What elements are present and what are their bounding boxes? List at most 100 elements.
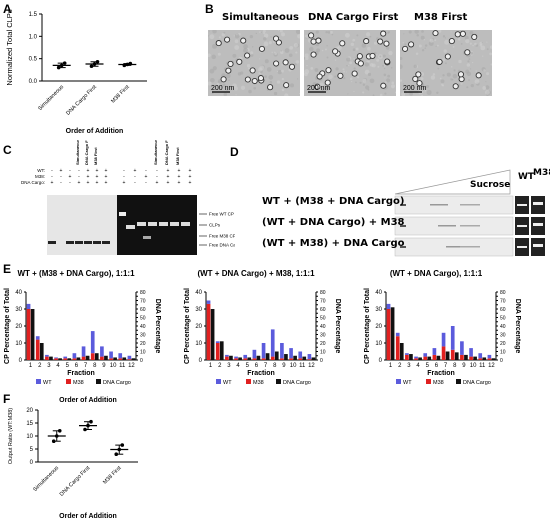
background-noise: [369, 78, 375, 84]
background-noise: [353, 67, 356, 70]
background-noise: [346, 57, 351, 62]
capsid-particle: [377, 38, 384, 45]
y2-tick-label: 10: [140, 350, 146, 356]
background-noise: [366, 60, 369, 63]
capsid-particle: [452, 83, 459, 90]
gradient-band: [438, 225, 456, 227]
gradient-row-label: (WT + DNA Cargo) + M38: [262, 217, 405, 228]
background-noise: [324, 48, 327, 51]
capsid-particle: [380, 30, 387, 37]
sign: -: [156, 174, 158, 180]
bar-dna-cargo: [464, 354, 468, 360]
background-noise: [248, 89, 252, 94]
background-noise: [208, 81, 212, 86]
background-noise: [352, 38, 356, 42]
capsid-particle: [332, 48, 339, 55]
capsid-particle: [356, 53, 363, 60]
legend-label: WT: [403, 380, 412, 386]
y-tick-label: 20: [375, 324, 382, 330]
y-tick-label: 0.0: [29, 79, 38, 85]
background-noise: [387, 74, 391, 78]
capsid-particle: [459, 30, 466, 37]
gradient-band: [400, 204, 406, 206]
background-noise: [345, 71, 347, 73]
x-tick-label: 12: [128, 363, 135, 369]
data-point: [89, 64, 94, 69]
lane-label: M38 First: [175, 147, 180, 165]
sign: +: [189, 180, 192, 186]
background-noise: [289, 46, 294, 50]
y-tick-label: 10: [26, 434, 33, 440]
bar-m38: [395, 336, 400, 360]
wt-lane-label: WT: [518, 172, 535, 182]
background-noise: [232, 53, 237, 58]
legend-swatch: [426, 379, 431, 384]
bar-m38: [72, 358, 77, 360]
background-noise: [210, 77, 215, 83]
em-title-simultaneous: Simultaneous: [222, 12, 299, 23]
bar-m38: [487, 358, 492, 360]
y-tick-label: 40: [195, 290, 202, 296]
x-tick-label: 12: [488, 363, 495, 369]
bar-dna-cargo: [67, 358, 72, 360]
background-noise: [408, 30, 412, 34]
background-noise: [379, 93, 383, 96]
y-axis-title: CP Percentage of Total: [4, 288, 11, 364]
background-noise: [383, 58, 386, 60]
capsid-particle: [249, 67, 256, 74]
bar-dna-cargo: [284, 354, 288, 360]
sign: +: [134, 168, 137, 174]
gel-band: [126, 225, 135, 229]
bar-dna-cargo: [491, 358, 496, 360]
x-tick-label: 8: [273, 363, 277, 369]
sign: -: [145, 180, 147, 186]
x-tick-label: 7: [264, 363, 268, 369]
capsid-particle: [315, 37, 322, 44]
background-noise: [212, 30, 217, 34]
data-point: [59, 63, 64, 68]
background-noise: [342, 68, 345, 71]
bar-wt: [45, 354, 49, 357]
y-tick-label: 0: [379, 358, 383, 364]
x-tick-label: 7: [444, 363, 448, 369]
background-noise: [418, 44, 422, 48]
background-noise: [350, 80, 353, 83]
capsid-particle: [383, 40, 390, 47]
background-noise: [235, 94, 237, 96]
legend-swatch: [456, 379, 461, 384]
bar-wt: [280, 343, 284, 359]
y2-tick-label: 70: [500, 299, 506, 305]
gradient-band: [400, 246, 406, 248]
background-noise: [489, 45, 492, 49]
background-noise: [372, 94, 375, 96]
background-noise: [481, 42, 483, 44]
legend-swatch: [96, 379, 101, 384]
gel-band: [181, 222, 190, 226]
background-noise: [439, 77, 442, 80]
bar-dna-cargo: [122, 357, 127, 360]
background-noise: [485, 85, 490, 90]
background-noise: [335, 67, 339, 71]
bar-wt: [450, 326, 455, 350]
bar-wt: [225, 354, 229, 357]
background-noise: [364, 62, 369, 67]
y2-tick-label: 70: [140, 299, 146, 305]
background-noise: [327, 31, 331, 34]
gel-band: [159, 222, 168, 226]
sign: +: [87, 168, 90, 174]
bar-m38: [206, 303, 211, 360]
background-noise: [404, 43, 407, 46]
bar-m38: [270, 356, 275, 360]
background-noise: [376, 37, 379, 40]
background-noise: [434, 39, 437, 42]
background-noise: [344, 32, 350, 38]
background-noise: [366, 46, 371, 51]
y-tick-label: 30: [15, 307, 22, 313]
background-noise: [486, 48, 489, 51]
background-noise: [470, 51, 474, 55]
y2-tick-label: 60: [140, 307, 146, 313]
x-tick-label: 10: [290, 363, 297, 369]
bar-wt: [298, 351, 303, 359]
data-point: [54, 434, 59, 438]
